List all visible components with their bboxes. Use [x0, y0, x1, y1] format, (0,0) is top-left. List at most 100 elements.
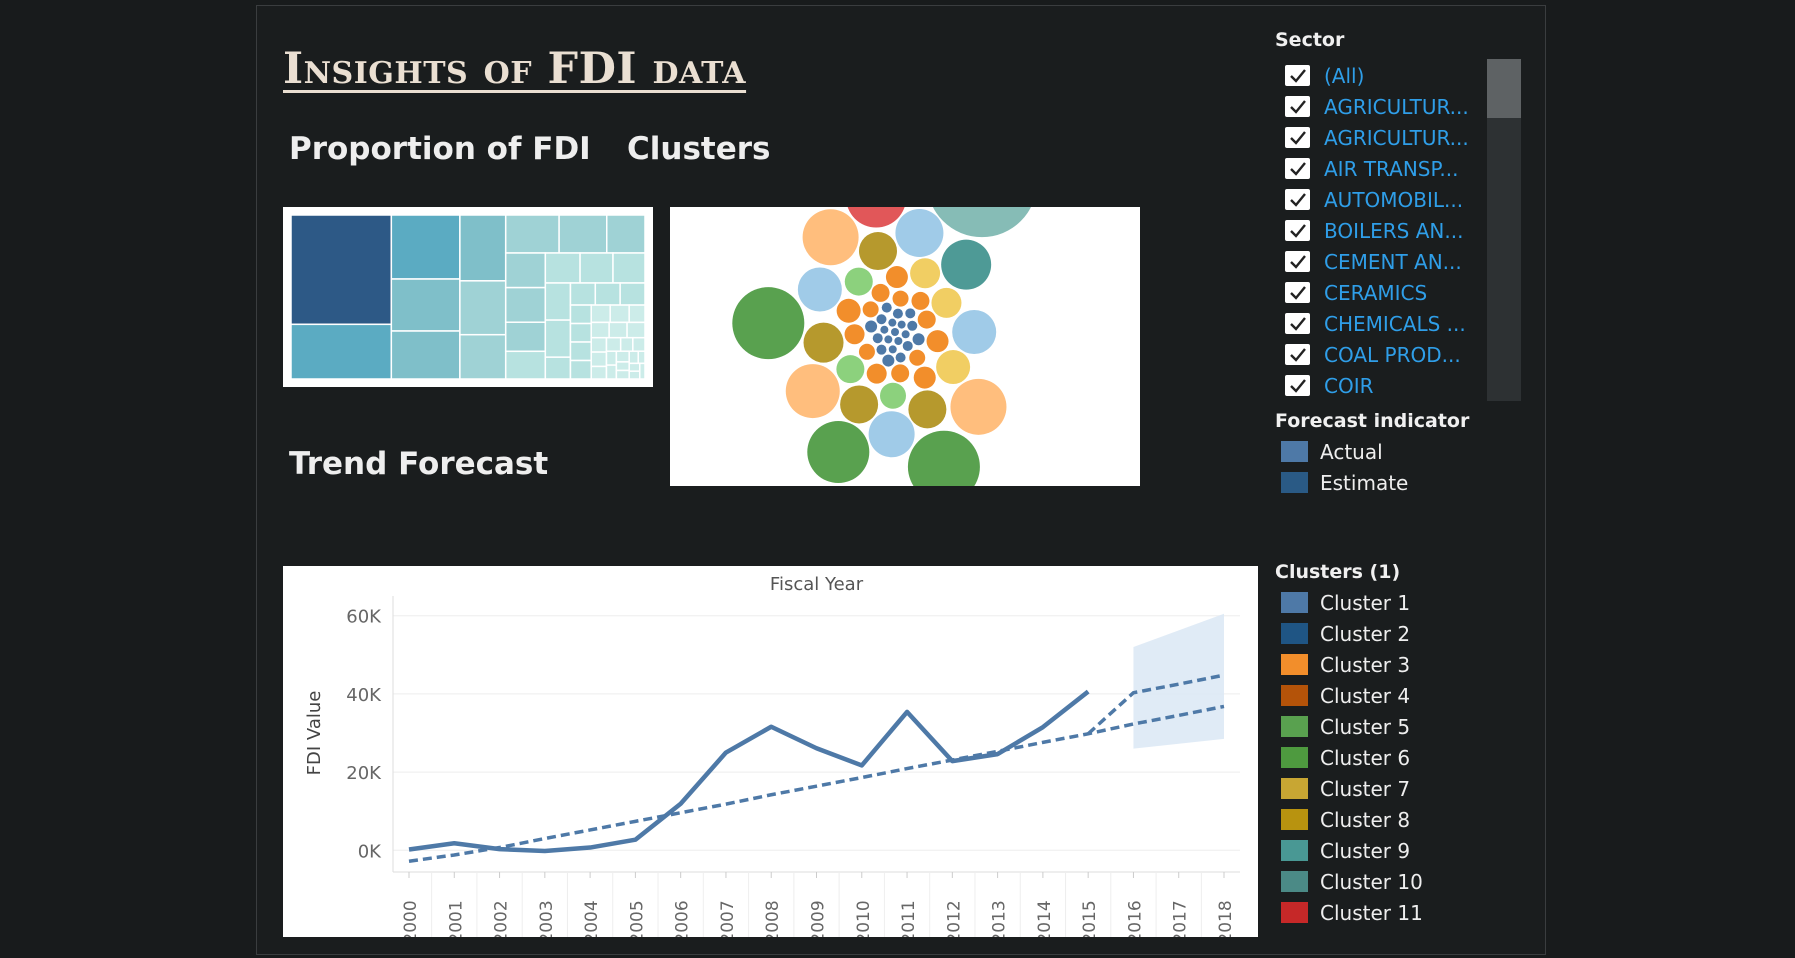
sector-checkbox[interactable]	[1285, 65, 1310, 86]
cluster-bubble[interactable]	[895, 209, 944, 258]
sector-item[interactable]: AGRICULTUR...	[1285, 91, 1485, 122]
cluster-bubble[interactable]	[910, 258, 941, 289]
treemap-cell[interactable]	[628, 350, 639, 365]
sector-item[interactable]: AIR TRANSP...	[1285, 153, 1485, 184]
treemap-cell[interactable]	[605, 214, 646, 254]
bubble-panel[interactable]	[670, 127, 1140, 503]
cluster-bubble[interactable]	[881, 302, 892, 313]
cluster-bubble[interactable]	[895, 352, 906, 363]
cluster-legend-item[interactable]: Cluster 3	[1275, 649, 1515, 680]
cluster-bubble[interactable]	[950, 378, 1007, 435]
sector-checkbox[interactable]	[1285, 127, 1310, 148]
sector-checkbox[interactable]	[1285, 220, 1310, 241]
forecast-legend-item[interactable]: Actual	[1275, 436, 1515, 467]
sector-checkbox[interactable]	[1285, 375, 1310, 396]
treemap-cell[interactable]	[569, 282, 597, 306]
sector-item[interactable]: AGRICULTUR...	[1285, 122, 1485, 153]
cluster-legend-item[interactable]: Cluster 9	[1275, 835, 1515, 866]
treemap-cell[interactable]	[390, 214, 461, 280]
cluster-legend-item[interactable]: Cluster 1	[1275, 587, 1515, 618]
treemap-cell[interactable]	[619, 336, 634, 352]
trend-chart[interactable]: Fiscal Year 0K 20K 40K 60K FDI Value 2000 2001 2…	[283, 566, 1258, 944]
cluster-bubble[interactable]	[868, 411, 915, 458]
treemap-cell[interactable]	[608, 321, 628, 339]
cluster-bubble[interactable]	[732, 287, 805, 360]
sector-item[interactable]: BOILERS AN...	[1285, 215, 1485, 246]
cluster-bubble[interactable]	[931, 287, 962, 318]
sector-checkbox[interactable]	[1285, 96, 1310, 117]
treemap-cell[interactable]	[615, 369, 630, 380]
cluster-bubble[interactable]	[905, 308, 916, 319]
cluster-bubble[interactable]	[926, 127, 1037, 238]
treemap-cell[interactable]	[628, 362, 641, 372]
treemap-cell[interactable]	[632, 336, 646, 352]
cluster-bubble[interactable]	[876, 344, 887, 355]
cluster-bubble[interactable]	[866, 363, 887, 384]
cluster-bubble[interactable]	[892, 290, 909, 307]
treemap-cell[interactable]	[628, 370, 641, 380]
cluster-bubble[interactable]	[858, 232, 897, 271]
cluster-legend-item[interactable]: Cluster 7	[1275, 773, 1515, 804]
treemap-cell[interactable]	[609, 304, 630, 324]
cluster-bubble[interactable]	[785, 364, 840, 419]
treemap-cell[interactable]	[626, 321, 646, 339]
treemap-cell[interactable]	[544, 356, 572, 380]
cluster-bubble[interactable]	[807, 421, 870, 484]
cluster-bubble[interactable]	[926, 330, 949, 353]
treemap-cell[interactable]	[590, 351, 608, 368]
sector-checkbox[interactable]	[1285, 282, 1310, 303]
treemap-cell[interactable]	[594, 282, 621, 306]
cluster-bubble[interactable]	[911, 291, 930, 310]
treemap-cell[interactable]	[544, 282, 572, 321]
cluster-bubble[interactable]	[871, 283, 890, 302]
treemap-cell[interactable]	[569, 341, 592, 362]
cluster-bubble[interactable]	[876, 314, 887, 325]
sector-checkbox[interactable]	[1285, 344, 1310, 365]
cluster-bubble[interactable]	[872, 333, 883, 344]
treemap-cell[interactable]	[590, 336, 608, 353]
cluster-legend-item[interactable]: Cluster 10	[1275, 866, 1515, 897]
cluster-bubble[interactable]	[840, 385, 879, 424]
cluster-bubble[interactable]	[880, 325, 889, 334]
sector-item[interactable]: COAL PROD...	[1285, 339, 1485, 370]
cluster-bubble[interactable]	[897, 320, 906, 329]
cluster-bubble[interactable]	[891, 328, 899, 336]
cluster-bubble[interactable]	[908, 390, 947, 429]
treemap-cell[interactable]	[504, 350, 547, 380]
cluster-bubble[interactable]	[836, 298, 861, 323]
treemap-cell[interactable]	[558, 214, 608, 254]
treemap-cell[interactable]	[605, 364, 618, 380]
trend-panel[interactable]: Fiscal Year 0K 20K 40K 60K FDI Value 2000 2001 2…	[283, 566, 1258, 944]
treemap-cell[interactable]	[615, 361, 630, 372]
treemap-cell[interactable]	[290, 214, 393, 326]
treemap-cell[interactable]	[637, 350, 646, 365]
forecast-legend-item[interactable]: Estimate	[1275, 467, 1515, 498]
cluster-legend-item[interactable]: Cluster 8	[1275, 804, 1515, 835]
cluster-bubble[interactable]	[858, 343, 875, 360]
cluster-bubble[interactable]	[902, 340, 913, 351]
treemap-cell[interactable]	[615, 350, 630, 363]
sector-scroll-thumb[interactable]	[1487, 59, 1521, 118]
cluster-bubble[interactable]	[880, 382, 907, 409]
treemap-cell[interactable]	[612, 252, 646, 284]
treemap-cell[interactable]	[544, 319, 572, 358]
treemap-cell[interactable]	[290, 323, 393, 380]
treemap-cell[interactable]	[504, 252, 547, 289]
sector-checkbox[interactable]	[1285, 158, 1310, 179]
cluster-bubble[interactable]	[836, 355, 865, 384]
cluster-bubble[interactable]	[862, 301, 879, 318]
cluster-bubble[interactable]	[952, 310, 997, 354]
cluster-bubble[interactable]	[936, 350, 971, 385]
treemap-cell[interactable]	[628, 304, 646, 324]
sector-checkbox[interactable]	[1285, 251, 1310, 272]
cluster-bubble[interactable]	[894, 337, 903, 346]
cluster-bubble[interactable]	[907, 430, 980, 503]
treemap-cell[interactable]	[544, 252, 581, 284]
cluster-bubble[interactable]	[844, 267, 873, 296]
actual-line[interactable]	[408, 689, 1090, 854]
treemap-cell[interactable]	[579, 252, 614, 284]
cluster-bubble[interactable]	[888, 345, 897, 354]
cluster-bubble[interactable]	[844, 324, 865, 345]
cluster-bubble[interactable]	[913, 366, 936, 389]
sector-item[interactable]: CERAMICS	[1285, 277, 1485, 308]
